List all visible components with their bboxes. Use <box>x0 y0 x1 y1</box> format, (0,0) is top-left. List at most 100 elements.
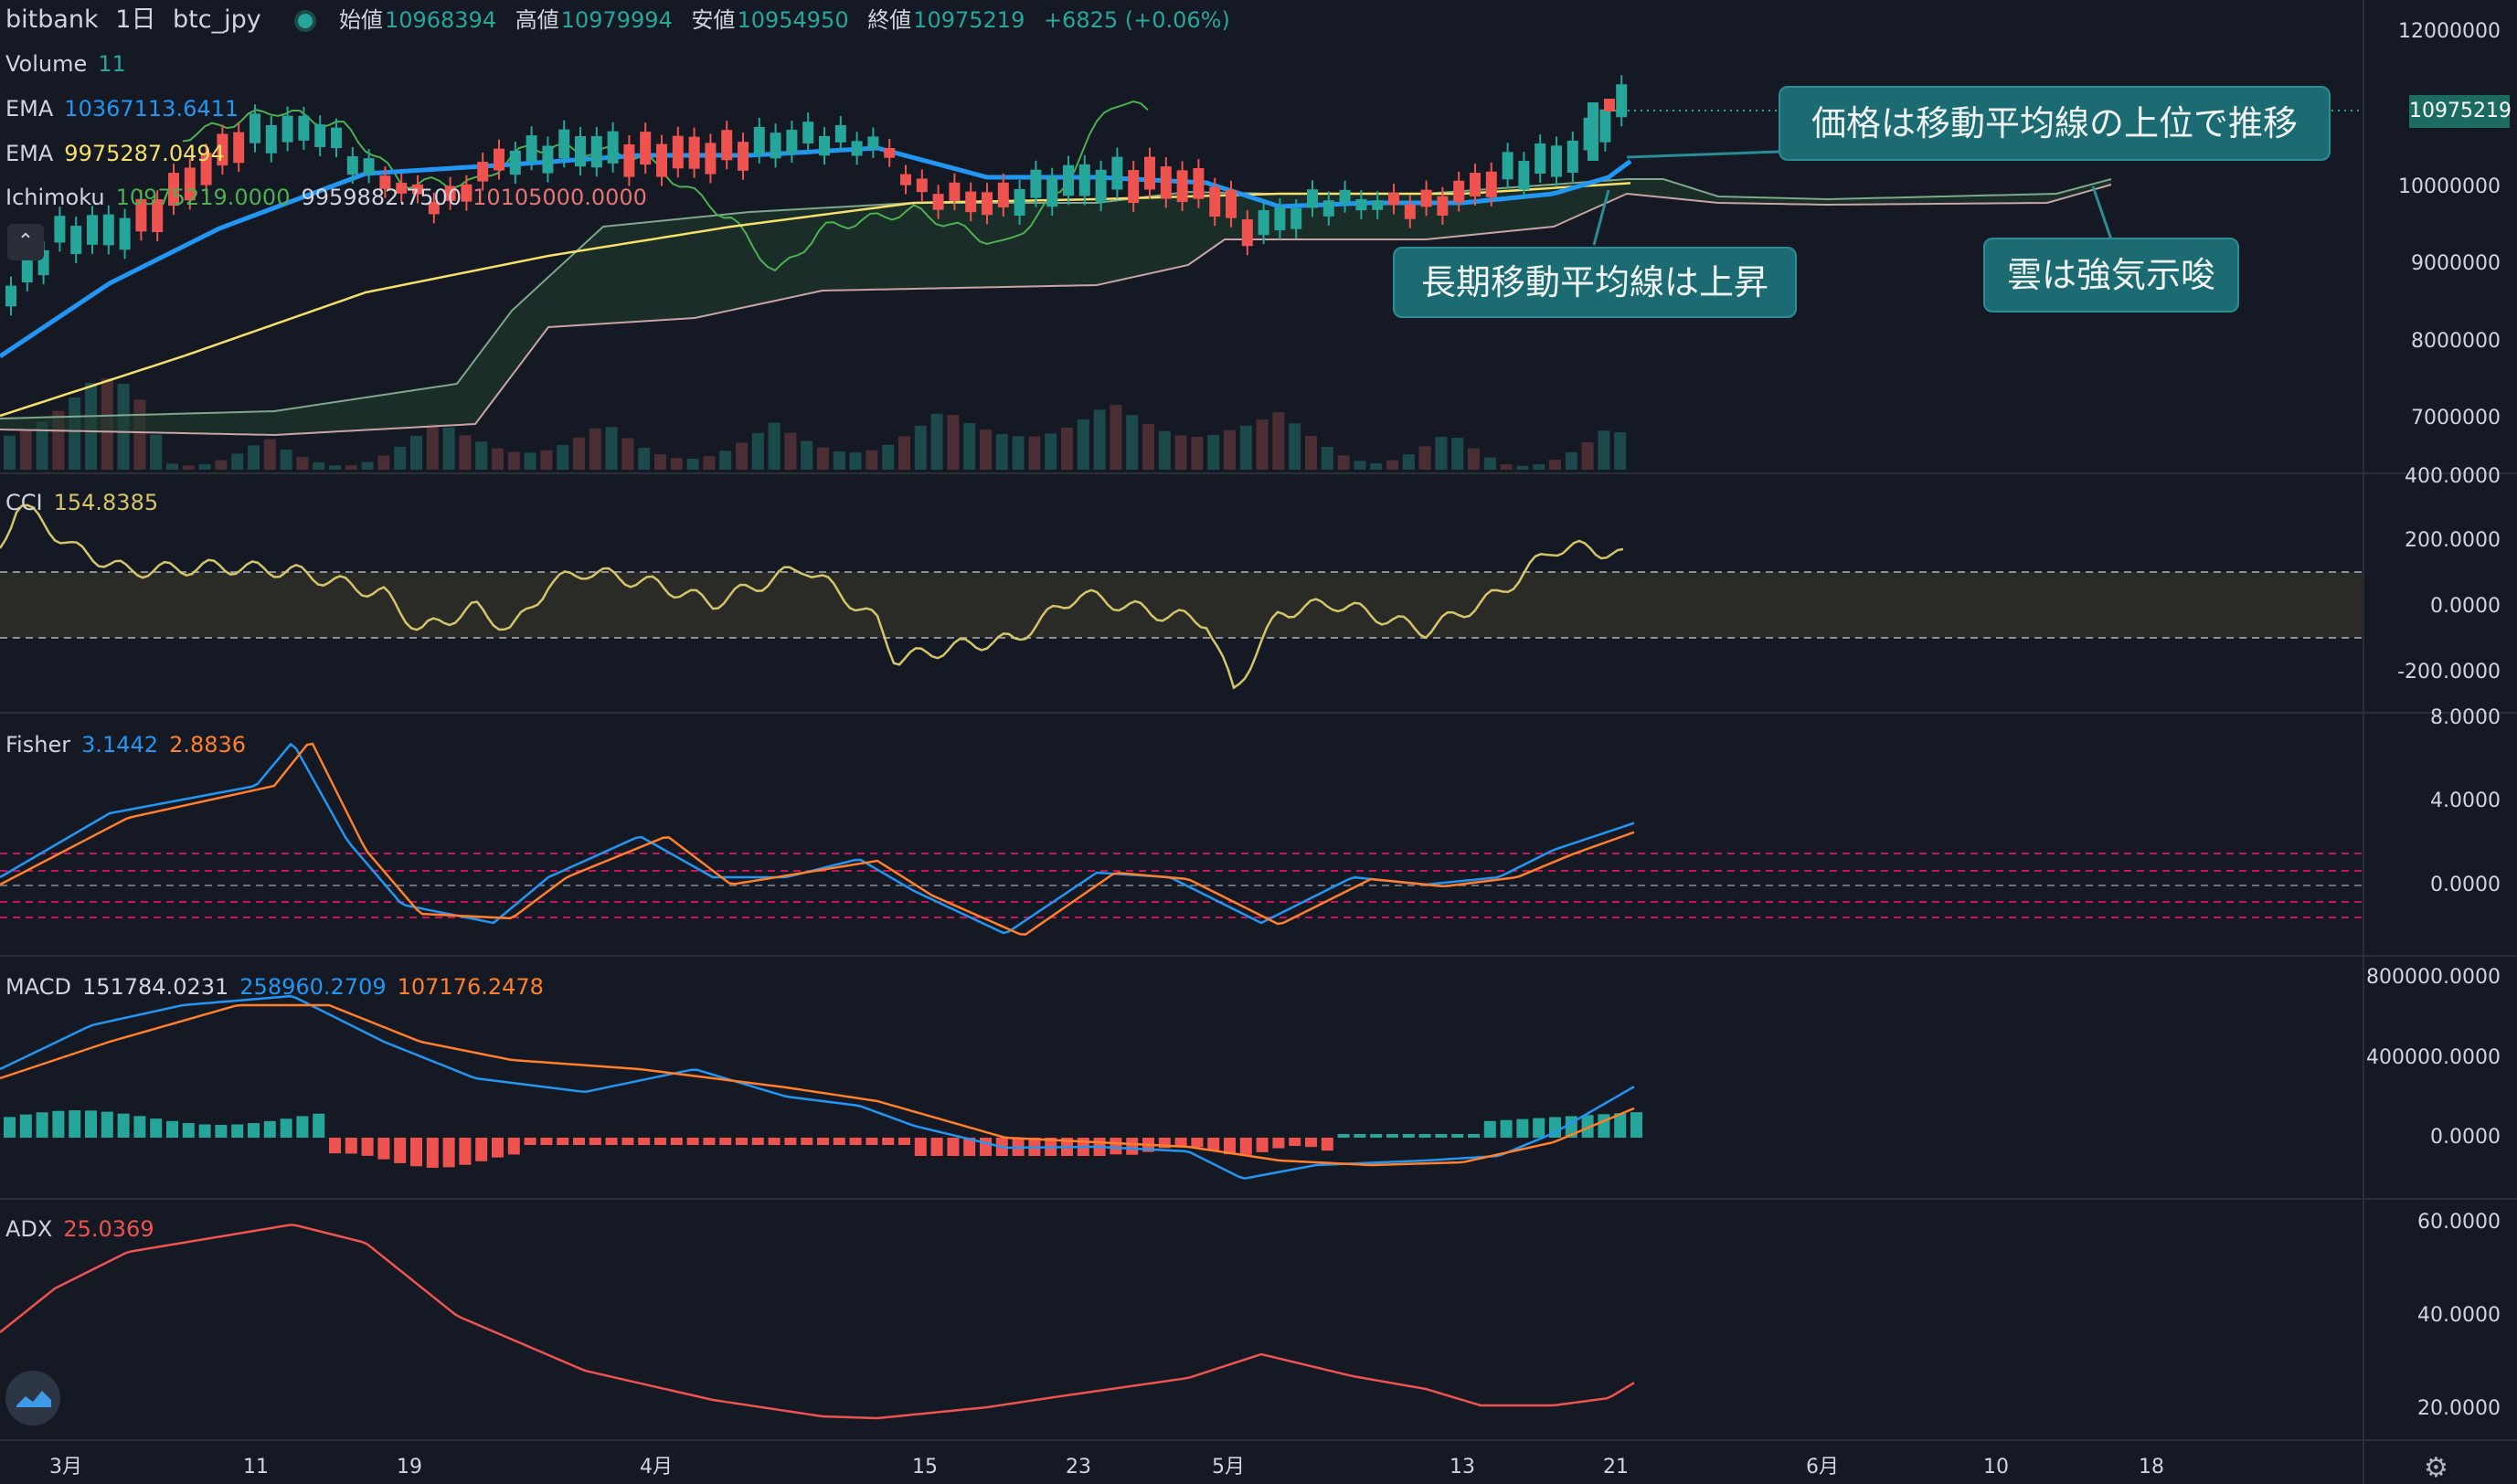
candle-body <box>542 145 554 174</box>
ema-fast-legend[interactable]: EMA 10367113.6411 <box>5 98 239 120</box>
candle-body <box>705 143 717 175</box>
macd-histogram-bar <box>801 1138 813 1145</box>
macd-histogram-bar <box>524 1138 536 1145</box>
cci-axis-label: 400.0000 <box>2405 465 2501 488</box>
volume-bar <box>1174 435 1187 470</box>
volume-bar <box>1012 436 1025 470</box>
volume-bar <box>703 456 716 470</box>
macd-histogram-bar <box>573 1138 585 1145</box>
volume-bar <box>930 413 943 470</box>
fisher-value-2: 2.8836 <box>169 732 247 758</box>
volume-bar <box>394 446 407 470</box>
candle-body <box>1176 170 1188 203</box>
symbol-name[interactable]: btc_jpy <box>173 5 261 34</box>
candle-body <box>656 143 667 177</box>
macd-histogram-bar <box>914 1138 927 1156</box>
candle-body <box>1322 200 1334 217</box>
volume-bar <box>670 458 683 470</box>
volume-bar <box>1354 461 1366 470</box>
candle-body <box>1551 145 1562 177</box>
volume-value: 11 <box>98 51 126 77</box>
cci-axis-label: -200.0000 <box>2397 661 2501 684</box>
symbol-header: bitbank 1日 btc_jpy 始値10968394 高値10979994… <box>5 7 1241 32</box>
candle-body <box>884 148 896 158</box>
volume-bar <box>215 460 228 470</box>
macd-axis-label: 800000.0000 <box>2366 966 2501 989</box>
macd-histogram-bar <box>1272 1138 1285 1149</box>
candle-body <box>1144 156 1155 190</box>
macd-value-2: 258960.2709 <box>239 974 387 1000</box>
volume-bar <box>1110 405 1122 470</box>
candle-body <box>590 136 602 168</box>
macd-histogram-bar <box>4 1117 16 1138</box>
interval-label[interactable]: 1日 <box>115 5 156 34</box>
chevron-up-icon: ⌃ <box>16 230 35 253</box>
macd-histogram-bar <box>589 1138 601 1145</box>
volume-bar <box>801 440 813 470</box>
candle-body <box>1566 140 1578 173</box>
volume-bar <box>1533 464 1545 470</box>
macd-histogram-bar <box>166 1120 178 1138</box>
macd-histogram-bar <box>1207 1138 1220 1151</box>
collapse-legend-button[interactable]: ⌃ <box>7 224 44 260</box>
callout-long-ma-rising[interactable]: 長期移動平均線は上昇 <box>1393 247 1797 318</box>
macd-histogram-bar <box>1483 1120 1496 1138</box>
adx-line <box>0 1224 1635 1420</box>
macd-histogram-bar <box>963 1138 976 1156</box>
candle-body <box>21 259 33 283</box>
macd-histogram-bar <box>540 1138 553 1145</box>
volume-bar <box>410 435 422 470</box>
volume-bar <box>963 423 976 470</box>
time-axis-label: 23 <box>1066 1456 1091 1479</box>
candle-body <box>265 124 277 154</box>
volume-bar <box>980 429 992 470</box>
volume-bar <box>1207 434 1220 470</box>
macd-axis-label: 0.0000 <box>2430 1126 2501 1149</box>
candle-body <box>119 217 131 250</box>
macd-histogram-bar <box>426 1138 439 1168</box>
macd-histogram-bar <box>361 1138 374 1156</box>
fisher-signal-line <box>0 742 1635 936</box>
adx-legend[interactable]: ADX 25.0369 <box>5 1218 154 1240</box>
volume-bar <box>898 436 910 470</box>
volume-bar <box>133 399 146 470</box>
macd-histogram-bar <box>621 1138 634 1145</box>
fisher-legend[interactable]: Fisher 3.1442 2.8836 <box>5 734 246 756</box>
fisher-line <box>0 742 1635 935</box>
macd-histogram-bar <box>1110 1138 1122 1155</box>
volume-bar <box>817 447 829 470</box>
ema-slow-legend[interactable]: EMA 9975287.0494 <box>5 143 225 164</box>
gear-icon[interactable]: ⚙ <box>2424 1452 2448 1484</box>
exchange-name[interactable]: bitbank <box>5 5 99 34</box>
volume-bar <box>182 465 195 470</box>
callout-pointer <box>1592 189 1610 246</box>
macd-histogram-bar <box>1614 1113 1627 1138</box>
tradingview-logo-icon[interactable] <box>5 1371 60 1426</box>
macd-histogram-bar <box>1239 1138 1252 1155</box>
macd-histogram-bar <box>947 1138 960 1156</box>
macd-histogram-bar <box>866 1138 878 1145</box>
volume-bar <box>1483 457 1496 470</box>
macd-legend[interactable]: MACD 151784.0231 258960.2709 107176.2478 <box>5 976 544 998</box>
macd-histogram-bar <box>394 1138 407 1163</box>
volume-bar <box>313 462 325 470</box>
volume-bar <box>833 451 845 470</box>
macd-histogram-bar <box>36 1112 48 1138</box>
candle-body <box>982 192 993 216</box>
macd-histogram-bar <box>784 1138 797 1145</box>
market-status-icon <box>294 9 317 32</box>
callout-price-above-ma[interactable]: 価格は移動平均線の上位で推移 <box>1779 86 2331 161</box>
cci-legend[interactable]: CCI 154.8385 <box>5 492 158 514</box>
callout-cloud-bullish[interactable]: 雲は強気示唆 <box>1983 238 2239 313</box>
adx-name: ADX <box>5 1216 53 1242</box>
candle-body <box>152 199 164 233</box>
candle-body <box>298 115 310 141</box>
volume-legend[interactable]: Volume 11 <box>5 53 126 75</box>
time-axis-label: 21 <box>1603 1456 1629 1479</box>
macd-histogram-bar <box>101 1111 113 1138</box>
volume-bar <box>1598 430 1610 470</box>
ichimoku-legend[interactable]: Ichimoku 10975219.0000 9959882.7500 1010500… <box>5 186 647 208</box>
macd-histogram-bar <box>442 1138 455 1168</box>
candle-body <box>1616 84 1628 118</box>
